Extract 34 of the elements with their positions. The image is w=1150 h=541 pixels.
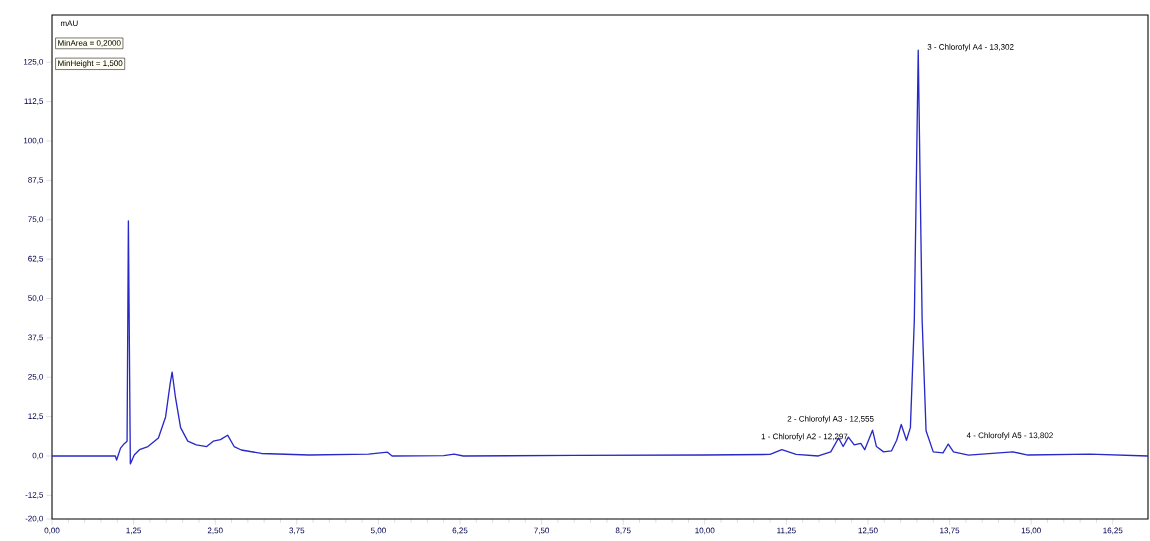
x-tick-label: 3,75 xyxy=(289,527,305,535)
y-tick-label: -20,0 xyxy=(25,515,44,523)
annotation: 4 - Chlorofyl A5 - 13,802 xyxy=(966,432,1053,440)
x-tick-label: 1,25 xyxy=(126,527,142,535)
y-tick-label: 37,5 xyxy=(28,334,44,342)
x-tick-label: 7,50 xyxy=(534,527,550,535)
annotation: 2 - Chlorofyl A3 - 12,555 xyxy=(787,415,874,424)
annotation: 1 - Chlorofyl A2 - 12,297 xyxy=(761,433,848,441)
y-tick-label: 50,0 xyxy=(28,295,44,302)
x-tick-label: 13,75 xyxy=(940,527,960,535)
y-tick-label: 25,0 xyxy=(28,373,44,381)
annotation: 3 - Chlorofyl A4 - 13,302 xyxy=(927,43,1014,52)
x-tick-label: 5,00 xyxy=(370,527,386,535)
x-tick-label: 6,25 xyxy=(452,527,468,535)
y-tick-label: 75,0 xyxy=(28,216,44,224)
y-tick-label: 0,0 xyxy=(32,452,44,460)
x-tick-label: 15,00 xyxy=(1021,527,1041,535)
x-tick-label: 16,25 xyxy=(1103,527,1123,535)
x-tick-label: 11,25 xyxy=(777,527,796,535)
y-tick-label: 125,0 xyxy=(23,58,44,66)
y-tick-label: 100,0 xyxy=(23,137,44,145)
y-axis-title: mAU xyxy=(60,20,78,27)
annotation: MinArea = 0,2000 xyxy=(58,39,121,47)
x-tick-label: 8,75 xyxy=(615,527,631,535)
y-tick-label: -12,5 xyxy=(25,492,44,499)
x-tick-label: 10,00 xyxy=(695,527,715,535)
y-tick-label: 62,5 xyxy=(28,255,44,263)
y-tick-label: 12,5 xyxy=(28,413,44,420)
x-tick-label: 0,00 xyxy=(44,527,60,535)
y-tick-label: 112,5 xyxy=(24,98,44,105)
annotation: MinHeight = 1,500 xyxy=(58,60,123,68)
x-tick-label: 12,50 xyxy=(858,527,878,535)
y-tick-label: 87,5 xyxy=(28,177,44,184)
x-tick-label: 2,50 xyxy=(207,527,223,535)
